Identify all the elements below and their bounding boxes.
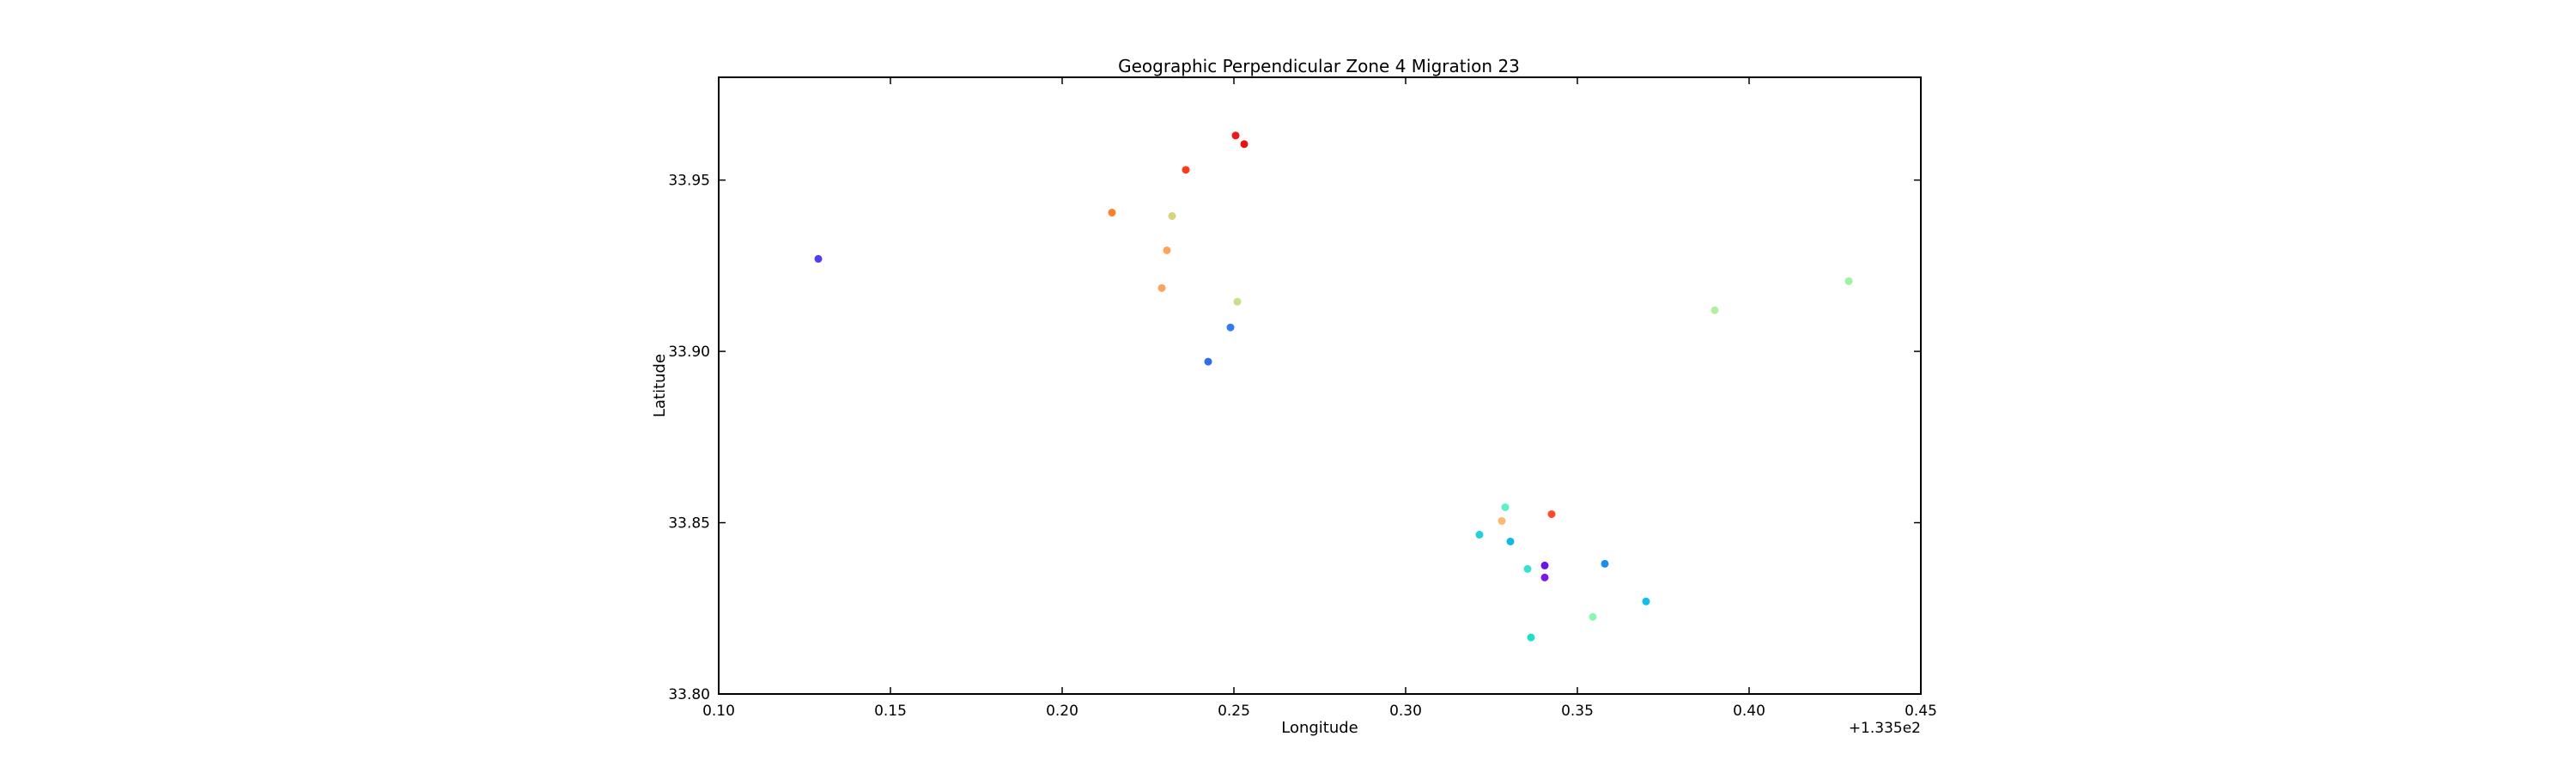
data-point — [1527, 633, 1535, 642]
y-tick-label: 33.85 — [668, 515, 710, 533]
data-point — [1233, 297, 1242, 306]
x-axis-label: Longitude — [1281, 719, 1358, 737]
plot-area — [718, 76, 1922, 695]
plot-frame — [718, 76, 1922, 695]
y-tick-label: 33.80 — [668, 686, 710, 703]
y-axis-label: Latitude — [651, 354, 669, 417]
data-point — [1601, 559, 1609, 568]
data-point — [1226, 323, 1235, 332]
data-point — [1498, 517, 1506, 526]
data-points — [814, 131, 1853, 642]
data-point — [1540, 573, 1549, 581]
x-tick-label: 0.30 — [1389, 703, 1422, 720]
data-point — [1108, 209, 1116, 217]
axis-ticks: 0.10 0.15 0.20 0.25 0.30 0.35 0.40 0.45 33.80 33.… — [668, 77, 1937, 720]
data-point — [1547, 510, 1556, 519]
data-point — [1506, 537, 1515, 545]
data-point — [814, 254, 823, 263]
data-point — [1231, 131, 1240, 140]
x-tick-label: 0.20 — [1046, 703, 1078, 720]
x-tick-label: 0.35 — [1561, 703, 1594, 720]
data-point — [1163, 246, 1171, 254]
x-tick-label: 0.40 — [1733, 703, 1765, 720]
x-tick-label: 0.10 — [702, 703, 735, 720]
data-point — [1844, 277, 1853, 285]
data-point — [1589, 612, 1597, 621]
x-offset-label: +1.335e2 — [1849, 720, 1921, 737]
data-point — [1642, 597, 1650, 606]
data-point — [1475, 531, 1484, 539]
data-point — [1540, 561, 1549, 569]
y-tick-label: 33.95 — [668, 173, 710, 190]
data-point — [1157, 283, 1166, 292]
y-tick-label: 33.90 — [668, 344, 710, 361]
data-point — [1240, 140, 1249, 149]
data-point — [1523, 564, 1532, 573]
x-tick-label: 0.15 — [874, 703, 907, 720]
chart-title: Geographic Perpendicular Zone 4 Migratio… — [1118, 56, 1520, 76]
data-point — [1168, 212, 1176, 221]
data-point — [1710, 306, 1719, 314]
x-tick-label: 0.25 — [1218, 703, 1250, 720]
data-point — [1182, 166, 1190, 174]
data-point — [1204, 357, 1212, 366]
data-point — [1501, 503, 1510, 512]
x-tick-label: 0.45 — [1905, 703, 1937, 720]
